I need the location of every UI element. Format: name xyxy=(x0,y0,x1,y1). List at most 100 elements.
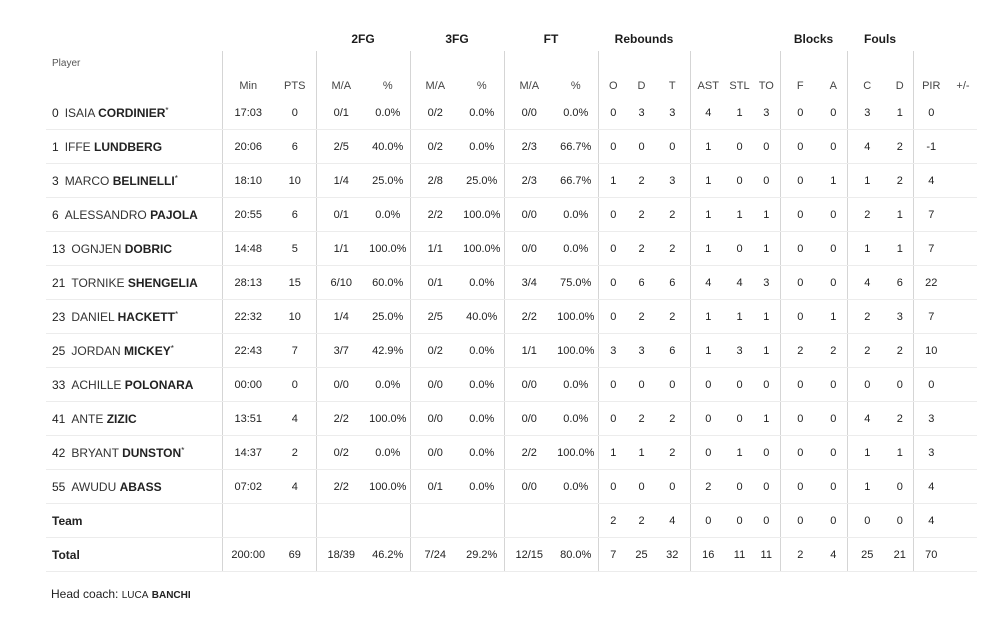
table-row: 23 DANIEL HACKETT* 22:32 10 1/4 25.0% 2/5 40.0%… xyxy=(46,299,977,334)
cell-foul-c: 2 xyxy=(846,333,887,368)
col-reb-o: O xyxy=(597,51,628,96)
cell-reb-o: 0 xyxy=(597,401,628,436)
player-last-name: POLONARA xyxy=(124,377,194,392)
col-ft-pct: % xyxy=(570,80,581,92)
cell-foul-d: 2 xyxy=(887,401,913,436)
player-name-cell: 33 ACHILLE POLONARA xyxy=(46,367,222,402)
table-row: 13 OGNJEN DOBRIC 14:48 5 1/1 100.0% 1/1 100.0% 0… xyxy=(46,231,977,266)
cell-blk-a: 4 xyxy=(820,537,847,572)
cell-foul-c: 1 xyxy=(846,435,887,470)
cell-plus-minus xyxy=(949,537,977,572)
cell-2fg-pct: 0.0% xyxy=(366,197,410,232)
cell-foul-d: 1 xyxy=(887,435,913,470)
cell-ft-pct xyxy=(554,503,598,538)
cell-reb-t: 2 xyxy=(655,197,690,232)
cell-blk-a: 0 xyxy=(820,435,847,470)
cell-ast: 0 xyxy=(689,367,726,402)
cell-reb-o: 0 xyxy=(597,129,628,164)
cell-3fg-ma: 2/5 xyxy=(409,299,460,334)
cell-to: 3 xyxy=(753,265,780,300)
cell-2fg-ma: 2/5 xyxy=(315,129,366,164)
box-score-body: 0 ISAIA CORDINIER* 17:03 0 0/1 0.0% 0/2 0.0% 0/0… xyxy=(46,96,977,572)
cell-plus-minus xyxy=(949,129,977,164)
cell-blk-a: 0 xyxy=(820,469,847,504)
cell-3fg-ma: 1/1 xyxy=(409,231,460,266)
cell-reb-d: 2 xyxy=(628,163,655,198)
cell-ast: 1 xyxy=(689,333,726,368)
cell-min: 14:48 xyxy=(221,231,274,266)
cell-ast: 2 xyxy=(689,469,726,504)
cell-ft-pct: 0.0% xyxy=(554,401,598,436)
cell-ast: 4 xyxy=(689,265,726,300)
cell-3fg-ma: 2/8 xyxy=(409,163,460,198)
cell-foul-c: 1 xyxy=(846,163,887,198)
cell-to: 0 xyxy=(753,163,780,198)
cell-2fg-pct: 100.0% xyxy=(366,469,410,504)
cell-2fg-ma: 0/0 xyxy=(315,367,366,402)
cell-ft-ma: 1/1 xyxy=(503,333,554,368)
cell-3fg-ma: 0/2 xyxy=(409,333,460,368)
player-first-name: ACHILLE xyxy=(71,377,122,392)
col-2fg-pct: % xyxy=(382,80,393,92)
cell-reb-t: 2 xyxy=(655,401,690,436)
cell-pir: 7 xyxy=(912,231,949,266)
cell-3fg-ma: 0/0 xyxy=(409,401,460,436)
cell-ft-ma: 12/15 xyxy=(503,537,554,572)
cell-reb-d: 25 xyxy=(628,537,655,572)
cell-reb-o: 0 xyxy=(597,469,628,504)
player-number: 55 xyxy=(52,479,66,494)
cell-2fg-pct: 100.0% xyxy=(366,401,410,436)
column-header-row: Player Min PTS M/A % M/A % M/A % O D T A… xyxy=(46,51,977,96)
player-number: 33 xyxy=(52,377,66,392)
player-first-name: IFFE xyxy=(64,139,91,154)
cell-blk-a: 0 xyxy=(820,96,847,130)
cell-2fg-ma: 6/10 xyxy=(315,265,366,300)
cell-reb-t: 4 xyxy=(655,503,690,538)
cell-2fg-pct: 40.0% xyxy=(366,129,410,164)
cell-stl: 0 xyxy=(726,231,753,266)
cell-pir: 7 xyxy=(912,197,949,232)
player-number: 3 xyxy=(52,173,59,188)
cell-2fg-pct: 25.0% xyxy=(366,163,410,198)
cell-blk-f: 0 xyxy=(779,299,820,334)
player-name-cell: 25 JORDAN MICKEY* xyxy=(46,333,222,368)
cell-min: 17:03 xyxy=(221,96,274,130)
player-last-name: MICKEY xyxy=(124,343,171,358)
table-row: 41 ANTE ZIZIC 13:51 4 2/2 100.0% 0/0 0.0% 0/0 0.0… xyxy=(46,401,977,436)
cell-ast: 16 xyxy=(689,537,726,572)
col-3fg-pct: % xyxy=(476,80,487,92)
cell-pir: 70 xyxy=(912,537,949,572)
cell-3fg-pct: 0.0% xyxy=(460,129,504,164)
cell-foul-d: 0 xyxy=(887,367,913,402)
cell-min: 20:06 xyxy=(221,129,274,164)
starter-mark: * xyxy=(165,105,169,115)
cell-reb-t: 3 xyxy=(655,163,690,198)
cell-reb-t: 6 xyxy=(655,265,690,300)
cell-pts: 0 xyxy=(274,96,316,130)
cell-to: 1 xyxy=(753,231,780,266)
cell-2fg-ma: 1/4 xyxy=(315,163,366,198)
player-first-name: ALESSANDRO xyxy=(64,207,147,222)
cell-pts: 10 xyxy=(274,163,316,198)
cell-reb-t: 0 xyxy=(655,367,690,402)
player-number: 13 xyxy=(52,241,66,256)
cell-stl: 1 xyxy=(726,435,753,470)
cell-to: 1 xyxy=(753,333,780,368)
cell-3fg-ma: 0/0 xyxy=(409,435,460,470)
starter-mark: * xyxy=(170,343,174,353)
cell-pir: -1 xyxy=(912,129,949,164)
group-fouls: Fouls xyxy=(864,32,896,46)
cell-blk-f: 0 xyxy=(779,401,820,436)
player-name-cell: 3 MARCO BELINELLI* xyxy=(46,163,222,198)
table-row: 55 AWUDU ABASS 07:02 4 2/2 100.0% 0/1 0.0% 0/0 0.… xyxy=(46,469,977,504)
col-min: Min xyxy=(221,51,274,96)
table-row: 6 ALESSANDRO PAJOLA 20:55 6 0/1 0.0% 2/2 100.0%… xyxy=(46,197,977,232)
col-player: Player xyxy=(52,58,81,69)
cell-min: 18:10 xyxy=(221,163,274,198)
player-last-name: PAJOLA xyxy=(150,207,198,222)
player-first-name: ANTE xyxy=(71,411,104,426)
cell-3fg-ma: 0/2 xyxy=(409,96,460,130)
cell-stl: 0 xyxy=(726,503,753,538)
player-name-cell: 21 TORNIKE SHENGELIA xyxy=(46,265,222,300)
cell-pir: 10 xyxy=(912,333,949,368)
